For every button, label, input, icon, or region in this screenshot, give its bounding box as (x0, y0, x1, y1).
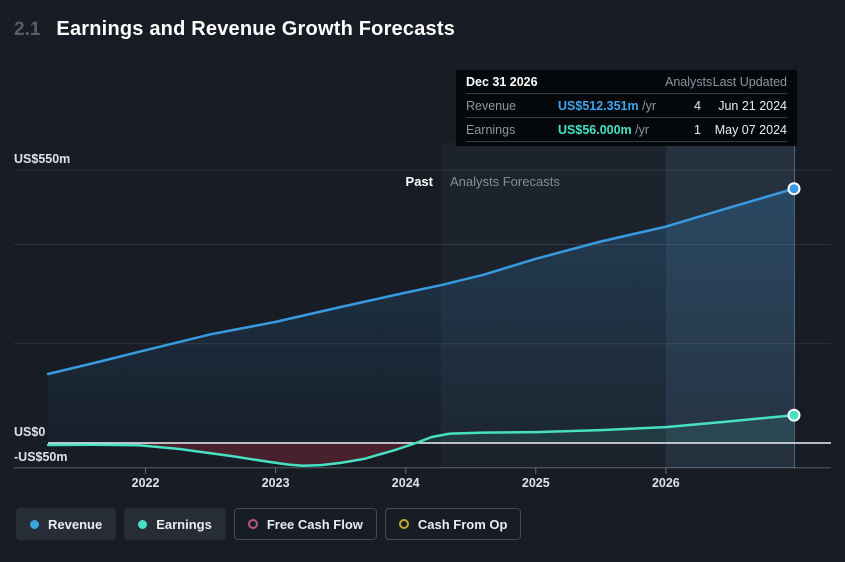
legend-label: Cash From Op (417, 516, 508, 532)
forecast-tooltip: Dec 31 2026 Analysts Last Updated Revenu… (456, 70, 797, 146)
chart-legend: Revenue Earnings Free Cash Flow Cash From O… (16, 508, 522, 540)
revenue-value: US$512.351m (558, 98, 639, 113)
x-axis-label: 2023 (261, 476, 290, 490)
cash-from-op-series-icon (398, 519, 409, 529)
free-cash-flow-series-icon (247, 519, 258, 529)
legend-button-free-cash-flow[interactable]: Free Cash Flow (233, 508, 377, 540)
x-axis-label: 2025 (521, 476, 550, 490)
section-number: 2.1 (14, 19, 41, 40)
legend-label: Free Cash Flow (266, 516, 363, 532)
legend-label: Revenue (48, 516, 103, 532)
tooltip-earnings-row: Earnings US$56.000m /yr 1 May 07 2024 (466, 118, 787, 142)
y-axis-label: US$0 (14, 425, 46, 439)
revenue-analyst-count: 4 (694, 98, 701, 113)
earnings-value: US$56.000m (558, 122, 632, 137)
section-header: 2.1 Earnings and Revenue Growth Forecast… (14, 18, 455, 41)
x-axis-label: 2022 (131, 476, 160, 490)
legend-button-revenue[interactable]: Revenue (16, 508, 117, 540)
revenue-last-updated: Jun 21 2024 (718, 98, 787, 113)
revenue-line (46, 187, 796, 376)
x-axis-label: 2024 (391, 476, 420, 490)
tooltip-updated-header: Last Updated (712, 74, 787, 89)
earnings-negative-area (48, 443, 417, 466)
legend-button-cash-from-op[interactable]: Cash From Op (384, 508, 522, 540)
earnings-endpoint-marker (787, 408, 801, 422)
revenue-endpoint-marker (787, 182, 801, 196)
past-region-label: Past (405, 174, 433, 189)
forecast-region-label: Analysts Forecasts (450, 174, 560, 189)
y-axis-label: -US$50m (14, 449, 68, 464)
revenue-area (48, 188, 794, 443)
tooltip-header-row: Dec 31 2026 Analysts Last Updated (466, 70, 787, 94)
earnings-line (46, 413, 796, 468)
earnings-last-updated: May 07 2024 (714, 122, 787, 137)
legend-button-earnings[interactable]: Earnings (124, 508, 226, 540)
tooltip-analysts-header: Analysts (665, 74, 713, 89)
page-title: Earnings and Revenue Growth Forecasts (56, 18, 456, 40)
revenue-series-icon (30, 519, 39, 529)
y-axis-label: US$550m (14, 152, 71, 166)
earnings-positive-area (416, 415, 794, 443)
tooltip-date: Dec 31 2026 (466, 74, 538, 89)
earnings-analyst-count: 1 (694, 122, 701, 137)
legend-label: Earnings (156, 516, 212, 532)
x-axis-label: 2026 (651, 476, 680, 490)
earnings-series-icon (138, 519, 148, 529)
tooltip-revenue-row: Revenue US$512.351m /yr 4 Jun 21 2024 (466, 94, 787, 118)
